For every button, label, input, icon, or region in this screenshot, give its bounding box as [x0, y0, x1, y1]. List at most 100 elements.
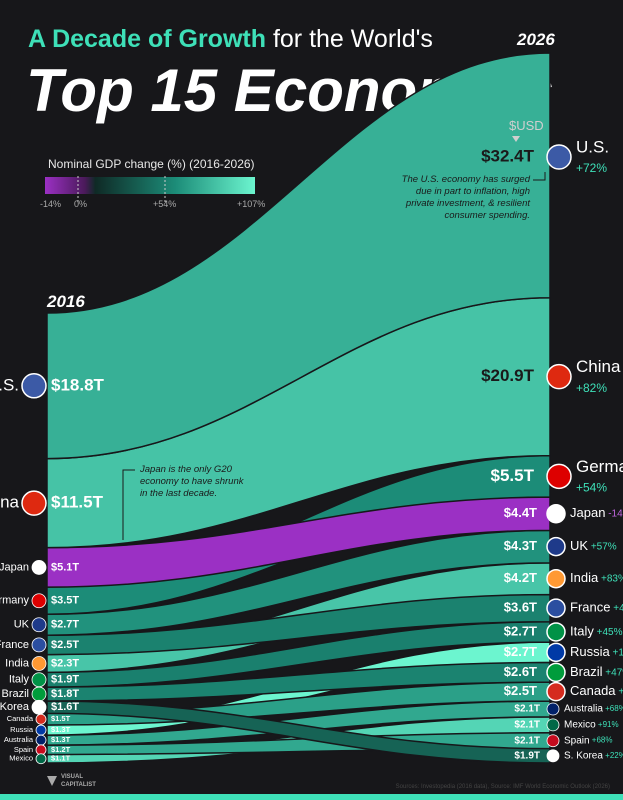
value-2026-germany: $5.5T [491, 466, 535, 485]
year-2026-label: 2026 [516, 30, 555, 49]
country-2016-canada: Canada [7, 714, 34, 723]
change-u-s-: +72% [576, 161, 607, 175]
bottom-strip [0, 794, 623, 800]
change-s-korea: +22% [603, 751, 623, 760]
china-flag-icon-2026 [546, 363, 572, 390]
value-2016-u-s-: $18.8T [51, 375, 105, 394]
flow-band-brazil [46, 661, 551, 702]
change-japan: -14% [605, 508, 623, 519]
change-russia: +107% [610, 647, 623, 658]
india-flag-icon-2026 [546, 568, 566, 589]
title-line1: A Decade of Growth for the World's [28, 25, 433, 53]
country-2016-china: China [0, 493, 20, 512]
value-2026-canada: $2.5T [504, 683, 537, 698]
value-2016-russia: $1.3T [51, 725, 71, 734]
value-2016-mexico: $1.1T [51, 754, 71, 763]
australia-flag-icon-2016 [35, 734, 47, 746]
country-2026-u-s-: U.S. [576, 137, 609, 156]
value-2016-france: $2.5T [51, 639, 79, 651]
change-germany: +54% [576, 481, 607, 495]
flow-labels: U.S. $18.8T $32.4T U.S. +72% China $11.5T $20.9… [0, 137, 623, 765]
value-2026-china: $20.9T [481, 366, 535, 385]
brand-line1: VISUAL [61, 774, 83, 780]
legend-tick-max: +107% [237, 199, 265, 209]
italy-flag-icon-2016 [31, 672, 47, 688]
change-brazil: +47% [603, 667, 623, 678]
value-2016-canada: $1.5T [51, 714, 71, 723]
change-china: +82% [576, 381, 607, 395]
country-2026-russia: Russia +107% [570, 644, 623, 659]
uk-flag-icon-2026 [546, 536, 566, 557]
svg-text:Japan is the only G20: Japan is the only G20 [139, 464, 233, 475]
country-2026-france: France +46% [570, 600, 623, 615]
svg-text:in the last decade.: in the last decade. [140, 488, 217, 499]
value-2016-australia: $1.3T [51, 735, 71, 744]
us-note-connector [533, 172, 546, 181]
flow-band-s-korea [46, 700, 551, 764]
country-2016-italy: Italy [9, 674, 30, 686]
value-2026-mexico: $2.1T [514, 719, 540, 730]
brand-triangle-icon [47, 776, 57, 786]
value-2026-france: $3.6T [504, 600, 537, 615]
legend-tick-zero: 0% [74, 199, 87, 209]
legend-title: Nominal GDP change (%) (2016-2026) [48, 157, 255, 171]
country-2026-brazil: Brazil +47% [570, 664, 623, 679]
flow-band-italy [46, 621, 551, 688]
brazil-flag-icon-2026 [546, 662, 566, 683]
year-2016-label: 2016 [46, 292, 85, 311]
japan-note-connector [122, 469, 135, 540]
spain-flag-icon-2016 [35, 744, 47, 756]
spain-flag-icon-2026 [546, 734, 560, 748]
change-italy: +45% [594, 627, 623, 638]
svg-text:economy to have shrunk: economy to have shrunk [140, 476, 245, 487]
china-flag-icon-2016 [21, 490, 47, 516]
flow-band-japan [46, 496, 551, 588]
italy-flag-icon-2026 [546, 622, 566, 642]
brand-line2: CAPITALIST [61, 782, 96, 788]
value-2016-india: $2.3T [51, 657, 79, 669]
title-rest: for the World's [266, 25, 433, 53]
value-2026-russia: $2.7T [504, 644, 537, 659]
legend-gradient [45, 177, 255, 194]
us-flag-icon-2026 [546, 144, 572, 170]
skorea-flag-icon-2016 [31, 699, 47, 715]
country-2016-uk: UK [14, 619, 30, 631]
mexico-flag-icon-2016 [35, 753, 47, 765]
country-2026-s-korea: S. Korea +22% [564, 750, 623, 761]
country-2026-uk: UK +57% [570, 538, 617, 553]
country-2026-italy: Italy +45% [570, 623, 623, 638]
country-2026-germany: Germany [576, 457, 623, 476]
canada-flag-icon-2016 [35, 713, 47, 725]
country-2016-france: France [0, 639, 29, 651]
value-2016-spain: $1.2T [51, 745, 71, 754]
japan-flag-icon-2026 [546, 503, 566, 524]
color-legend: Nominal GDP change (%) (2016-2026) -14% … [40, 157, 265, 209]
japan-flag-icon-2016 [31, 560, 47, 575]
value-2016-brazil: $1.8T [51, 688, 79, 700]
uk-flag-icon-2016 [31, 617, 47, 633]
source-note: Sources: Investopedia (2016 data), Sourc… [396, 784, 610, 790]
value-2026-u-s-: $32.4T [481, 146, 535, 165]
country-2026-japan: Japan -14% [570, 505, 623, 520]
country-2026-canada: Canada +64% [570, 683, 623, 698]
value-2026-s-korea: $1.9T [514, 750, 540, 761]
svg-text:consumer spending.: consumer spending. [444, 210, 530, 221]
country-2026-china: China [576, 357, 621, 376]
title-highlight: A Decade of Growth [28, 25, 266, 53]
country-2016-japan: Japan [0, 561, 29, 573]
russia-flag-icon-2016 [35, 724, 47, 736]
value-2016-uk: $2.7T [51, 619, 79, 631]
change-canada: +64% [616, 686, 623, 697]
change-australia: +68% [603, 704, 623, 713]
flow-band-u-s- [46, 52, 551, 460]
currency-pointer [512, 136, 520, 142]
flow-bands [46, 52, 551, 764]
australia-flag-icon-2026 [546, 702, 560, 716]
value-2026-italy: $2.7T [504, 623, 537, 638]
japan-note: Japan is the only G20 economy to have sh… [139, 464, 245, 499]
flow-band-france [46, 593, 551, 656]
mexico-flag-icon-2026 [546, 718, 560, 732]
svg-text:The U.S. economy has surged: The U.S. economy has surged [402, 174, 531, 185]
value-2016-s-korea: $1.6T [51, 701, 79, 713]
